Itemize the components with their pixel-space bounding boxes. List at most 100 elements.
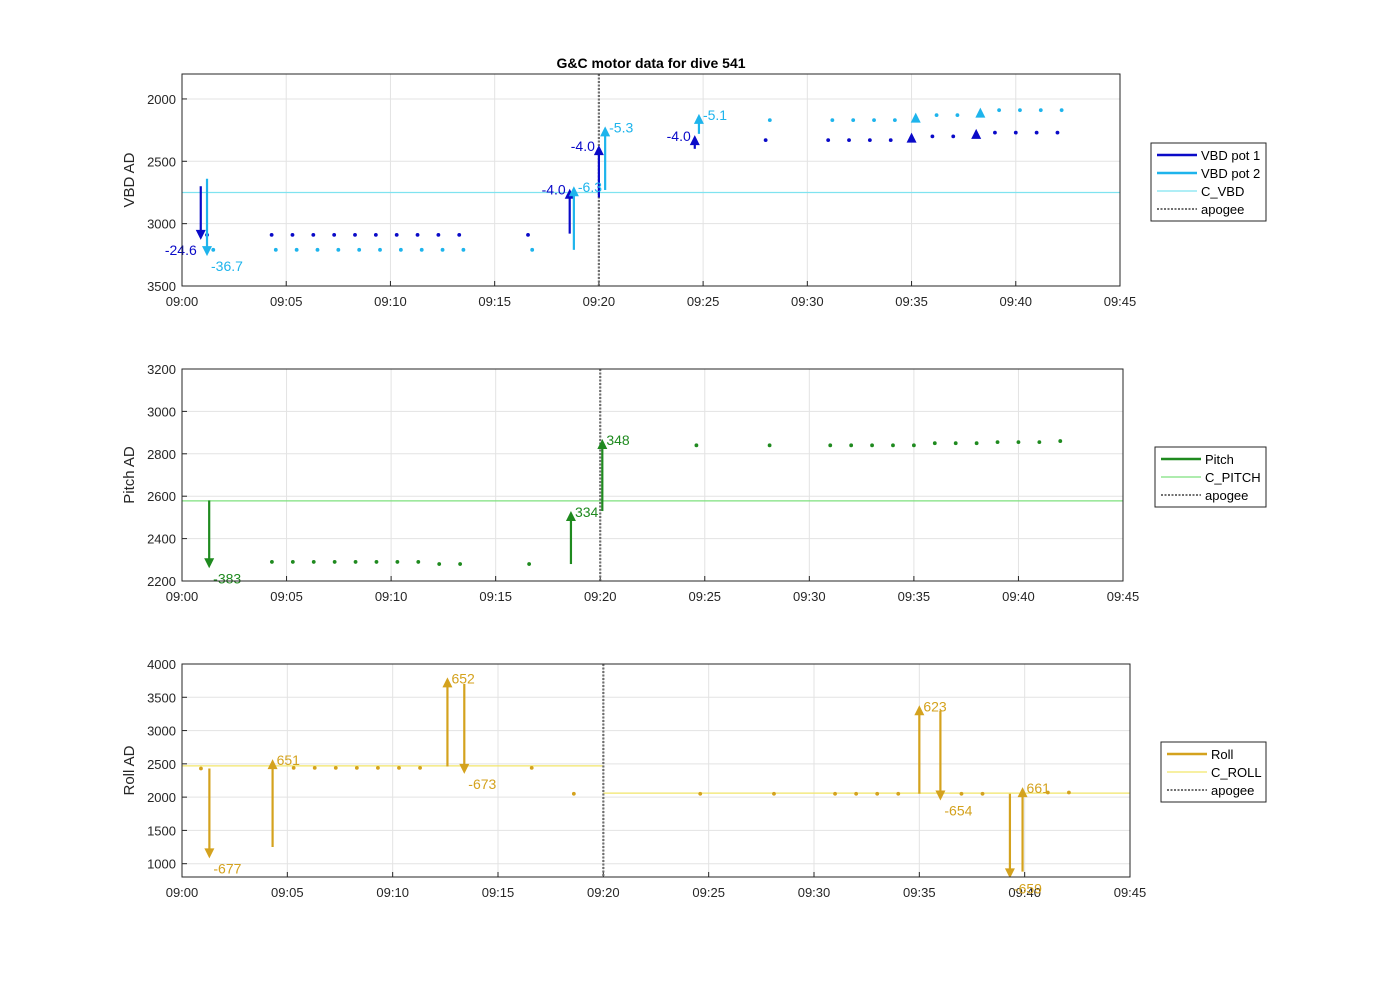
move-label: -673 bbox=[468, 776, 496, 792]
legend-entry: apogee bbox=[1211, 783, 1254, 798]
data-point bbox=[273, 247, 278, 252]
move-label: -4.0 bbox=[667, 128, 691, 144]
x-tick-label: 09:25 bbox=[687, 294, 720, 309]
y-tick-label: 3000 bbox=[147, 217, 176, 232]
x-tick-label: 09:00 bbox=[166, 589, 199, 604]
move-arrow-head bbox=[693, 113, 704, 124]
move-label: 651 bbox=[277, 752, 301, 768]
move-arrow-head bbox=[600, 126, 611, 137]
x-tick-label: 09:15 bbox=[482, 885, 515, 900]
x-tick-label: 09:45 bbox=[1107, 589, 1140, 604]
data-point bbox=[571, 791, 576, 796]
x-tick-label: 09:35 bbox=[903, 885, 936, 900]
move-arrow-head bbox=[204, 558, 215, 569]
x-tick-label: 09:05 bbox=[270, 589, 303, 604]
data-point bbox=[767, 443, 772, 448]
chart-panel-1: 09:00 09:05 09:10 09:15 09:20 09:25 09:30 09:35… bbox=[121, 73, 1267, 309]
x-tick-label: 09:40 bbox=[1008, 885, 1041, 900]
axes-frame bbox=[181, 368, 1124, 582]
plot-area bbox=[182, 664, 1130, 877]
move-arrow-head bbox=[442, 677, 453, 688]
x-tick-label: 09:10 bbox=[375, 589, 408, 604]
figure-title: G&C motor data for dive 541 bbox=[556, 55, 745, 71]
x-tick-label: 09:00 bbox=[166, 294, 199, 309]
move-arrow-head bbox=[914, 705, 925, 716]
y-tick-label: 3000 bbox=[147, 724, 176, 739]
data-point bbox=[854, 791, 859, 796]
data-point bbox=[415, 232, 420, 237]
x-tick-label: 09:05 bbox=[270, 294, 303, 309]
data-point bbox=[1038, 108, 1043, 113]
data-point bbox=[311, 560, 316, 564]
x-tick-label: 09:25 bbox=[689, 589, 722, 604]
y-tick-label: 4000 bbox=[147, 657, 176, 672]
data-point bbox=[397, 765, 401, 770]
data-point bbox=[872, 118, 876, 123]
data-point bbox=[440, 247, 445, 252]
move-label: 334 bbox=[575, 504, 599, 520]
data-point bbox=[995, 440, 1000, 445]
plot-data bbox=[182, 74, 1120, 286]
x-tick-label: 09:05 bbox=[271, 885, 304, 900]
move-label: 348 bbox=[606, 432, 630, 448]
data-point bbox=[1067, 790, 1071, 795]
data-point bbox=[398, 247, 403, 252]
data-point bbox=[530, 247, 535, 252]
y-tick-label: 3500 bbox=[147, 279, 176, 294]
data-point bbox=[875, 791, 880, 796]
chart-panels: 09:00 09:05 09:10 09:15 09:20 09:25 09:30 09:35… bbox=[121, 73, 1267, 900]
move-label: -5.3 bbox=[609, 119, 633, 135]
data-point bbox=[997, 108, 1002, 113]
data-point bbox=[457, 232, 462, 237]
data-point bbox=[694, 443, 699, 448]
move-arrow-head bbox=[971, 128, 982, 139]
plot-area bbox=[182, 74, 1120, 286]
legend-entry: C_ROLL bbox=[1211, 765, 1262, 780]
data-point bbox=[378, 247, 382, 252]
plot-area bbox=[182, 369, 1123, 581]
data-point bbox=[980, 791, 985, 796]
legend-entry: Roll bbox=[1211, 747, 1234, 762]
data-point bbox=[211, 247, 216, 252]
move-label: 661 bbox=[1027, 780, 1051, 796]
legend-entry: C_VBD bbox=[1201, 184, 1244, 199]
data-point bbox=[1034, 130, 1039, 135]
data-point bbox=[851, 118, 856, 123]
data-point bbox=[290, 232, 295, 237]
y-tick-label: 1000 bbox=[147, 857, 176, 872]
move-arrow-head bbox=[1017, 787, 1028, 798]
data-point bbox=[959, 791, 964, 796]
y-tick-label: 3200 bbox=[147, 362, 176, 377]
y-tick-label: 2400 bbox=[147, 532, 176, 547]
x-tick-label: 09:35 bbox=[895, 294, 928, 309]
move-label: -677 bbox=[213, 860, 241, 876]
x-tick-label: 09:35 bbox=[898, 589, 931, 604]
data-point bbox=[419, 247, 424, 252]
y-tick-label: 2200 bbox=[147, 574, 176, 589]
data-point bbox=[416, 560, 421, 564]
y-axis-label: Roll AD bbox=[121, 745, 138, 795]
move-arrow-head bbox=[906, 132, 917, 143]
data-point bbox=[1013, 130, 1018, 135]
y-tick-label: 3500 bbox=[147, 690, 176, 705]
x-tick-label: 09:15 bbox=[478, 294, 511, 309]
move-arrow-head bbox=[975, 107, 986, 118]
move-arrow-head bbox=[565, 511, 576, 522]
data-point bbox=[891, 443, 895, 448]
data-point bbox=[353, 560, 358, 564]
data-point bbox=[374, 560, 379, 564]
data-point bbox=[461, 247, 466, 252]
data-point bbox=[333, 765, 338, 770]
data-point bbox=[436, 232, 441, 237]
move-arrow-head bbox=[593, 145, 604, 156]
x-tick-label: 09:10 bbox=[376, 885, 409, 900]
data-point bbox=[290, 560, 295, 564]
data-point bbox=[199, 766, 203, 771]
x-tick-label: 09:30 bbox=[798, 885, 831, 900]
axes-frame bbox=[181, 663, 1131, 878]
data-point bbox=[955, 113, 960, 118]
legend-entry: apogee bbox=[1205, 488, 1248, 503]
data-point bbox=[767, 118, 772, 123]
data-point bbox=[833, 791, 837, 796]
